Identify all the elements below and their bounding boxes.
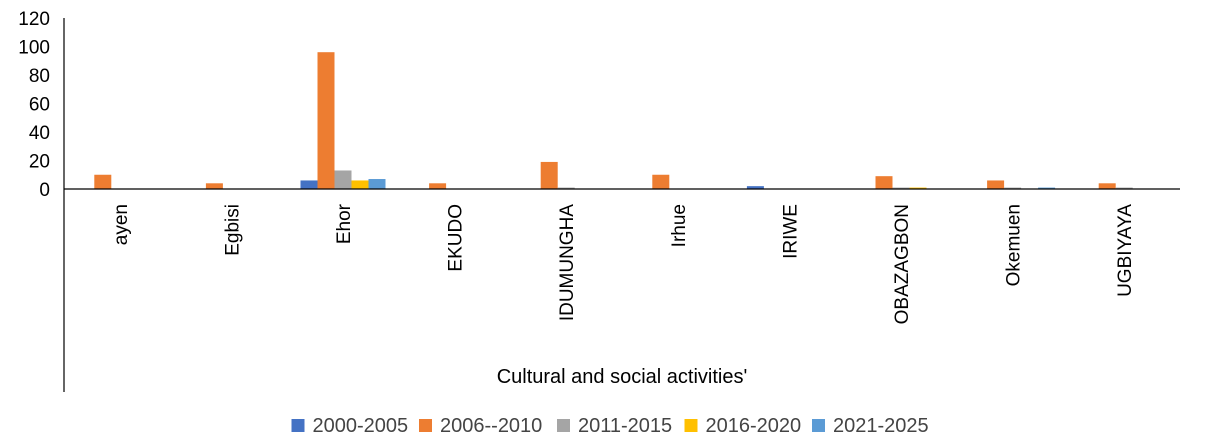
legend-label: 2021-2025 [833,415,929,437]
legend-swatch [557,419,570,432]
legend-label: 2016-2020 [706,415,802,437]
legend: 2000-2005 2006--2010 2011-2015 2016-2020 202… [291,415,929,437]
bar: 2006--2010 · OBAZAGBON: 9 [875,176,893,189]
bar: 2011-2015 · OBAZAGBON: 1 [892,187,910,189]
y-axis-ticks: 0 20 40 60 80 100 120 [18,9,50,201]
category-label: IRIWE [780,204,801,259]
y-tick-label: 40 [29,123,50,144]
y-tick-label: 60 [29,95,50,116]
legend-label: 2011-2015 [578,415,672,437]
bar: 2011-2015 · IDUMUNGHA: 1 [557,187,575,189]
bar: 2016-2020 · Ehor: 6 [351,180,369,189]
bar: 2006--2010 · Egbisi: 4 [205,183,223,189]
category-label: IDUMUNGHA [557,204,578,321]
bar: 2006--2010 · Okemuen: 6 [987,180,1005,189]
bar: 2006--2010 · Irhue: 10 [652,174,670,189]
category-label: UGBIYAYA [1115,204,1136,297]
y-tick-label: 0 [39,180,50,201]
category-labels: ayen Egbisi Ehor EKUDO IDUMUNGHA Irhue IRIWE OB… [111,203,1136,324]
legend-swatch [419,419,432,432]
bar: 2021-2025 · Ehor: 7 [368,179,386,189]
bar: 2006--2010 · EKUDO: 4 [429,183,447,189]
legend-label: 2000-2005 [313,415,409,437]
bar: 2011-2015 · Okemuen: 1 [1004,187,1022,189]
category-label: Ehor [334,203,355,244]
bars: 2000-2005 · ayen: 02006--2010 · ayen: 10… [94,52,1133,190]
category-label: Okemuen [1004,204,1025,286]
bar: 2000-2005 · Ehor: 6 [300,180,318,189]
bar: 2011-2015 · UGBIYAYA: 1 [1115,187,1133,189]
bar: 2006--2010 · UGBIYAYA: 4 [1098,183,1116,189]
category-label: ayen [111,204,132,245]
bar: 2006--2010 · ayen: 10 [94,174,112,189]
bar: 2006--2010 · Ehor: 96 [317,52,335,190]
y-tick-label: 100 [18,38,50,59]
category-label: Irhue [669,204,690,247]
y-tick-label: 80 [29,66,50,87]
legend-swatch [684,419,698,432]
y-tick-label: 20 [29,152,50,173]
bar: 2000-2005 · IRIWE: 2 [746,186,764,189]
legend-label: 2006--2010 [440,415,542,437]
y-tick-label: 120 [18,9,50,30]
bar: 2021-2025 · Okemuen: 1 [1038,187,1056,189]
bar: 2011-2015 · Ehor: 13 [334,170,352,189]
legend-swatch [812,419,825,432]
bar: 2006--2010 · IDUMUNGHA: 19 [540,161,558,189]
x-axis-title: Cultural and social activities' [497,366,748,388]
category-label: EKUDO [446,204,467,272]
bar: 2016-2020 · OBAZAGBON: 1 [909,187,927,189]
category-label: OBAZAGBON [892,204,913,324]
category-label: Egbisi [222,204,243,256]
legend-swatch [291,419,305,432]
